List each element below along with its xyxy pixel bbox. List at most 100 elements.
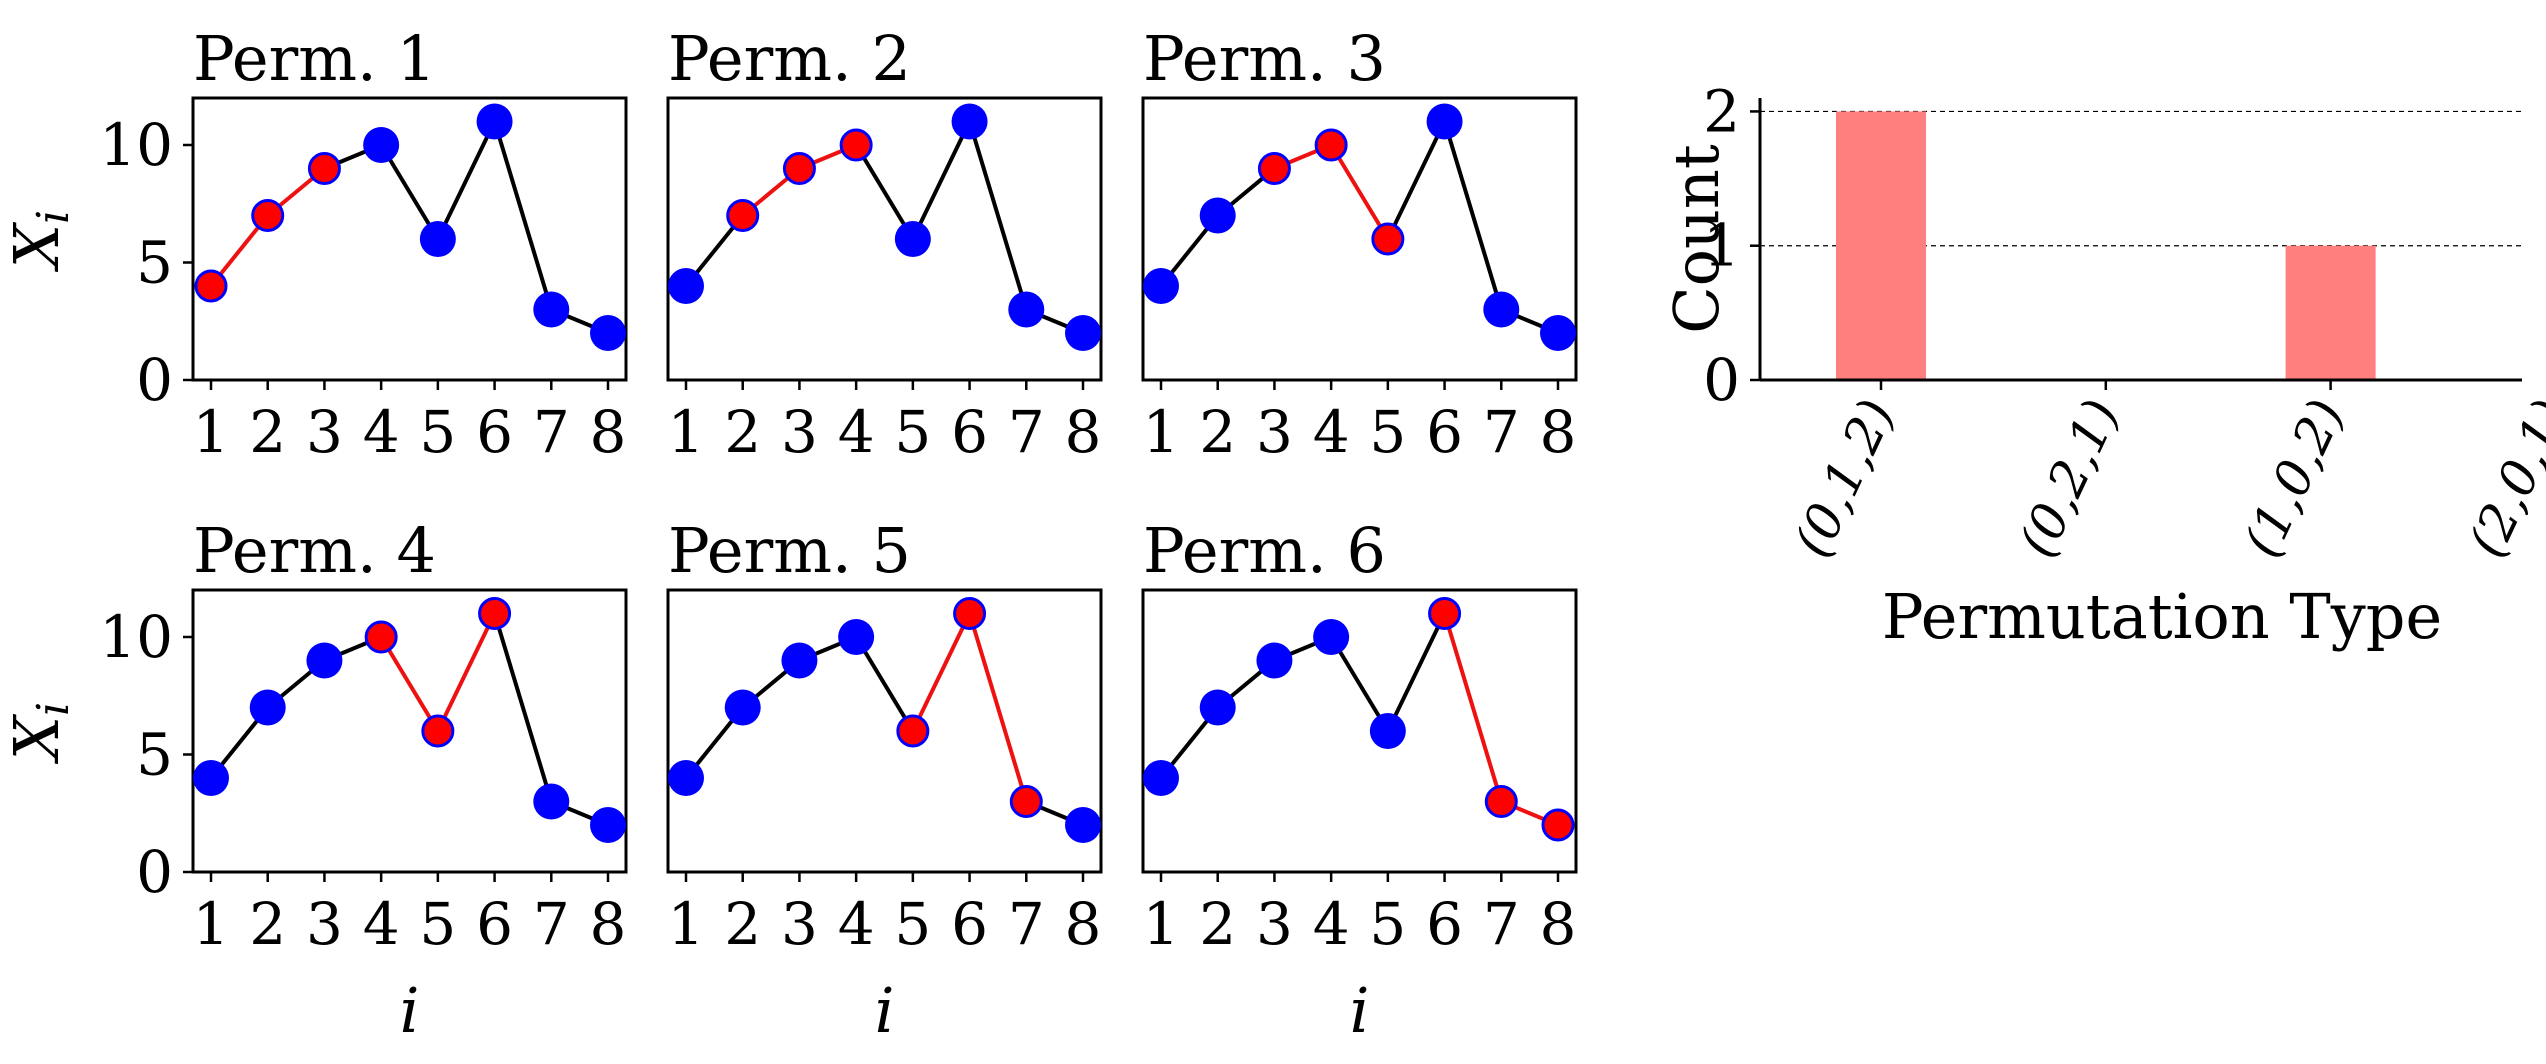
x-tick-label: 5	[1369, 398, 1406, 466]
x-tick-label: 2	[724, 890, 761, 958]
x-tick-label: 2	[249, 398, 286, 466]
data-point	[1426, 103, 1463, 140]
x-tick-label: 4	[838, 890, 875, 958]
x-tick-label: 7	[1008, 890, 1045, 958]
highlight-point	[839, 128, 873, 162]
highlight-point	[251, 199, 285, 232]
x-tick-label: 6	[1426, 890, 1463, 958]
panel-title: Perm. 6	[1143, 514, 1386, 587]
x-tick-label: 6	[951, 398, 988, 466]
x-tick-label: 4	[363, 890, 400, 958]
data-point	[533, 783, 570, 820]
x-tick-label: 1	[668, 398, 705, 466]
x-tick-label: 1	[193, 398, 230, 466]
highlight-point	[478, 597, 512, 630]
y-axis-label: Count	[1660, 144, 1733, 334]
data-point	[306, 642, 343, 679]
category-label: (0,1,2)	[1783, 391, 1906, 566]
x-tick-label: 2	[249, 890, 286, 958]
x-tick-label: 8	[1065, 890, 1102, 958]
x-tick-label: 5	[419, 398, 456, 466]
x-axis-label: i	[400, 974, 420, 1047]
panel-perm-5: Perm. 5 1 2 3 4 5 6 7 8 i	[666, 514, 1103, 1047]
x-tick-label: 4	[363, 398, 400, 466]
y-tick-label: 10	[99, 111, 173, 179]
series-segment	[1329, 635, 1390, 733]
x-tick-label: 1	[668, 890, 705, 958]
x-tick-label: 4	[838, 398, 875, 466]
data-point	[1313, 619, 1350, 655]
data-point	[1008, 291, 1045, 328]
x-tick-label: 8	[590, 398, 627, 466]
x-tick-label: 4	[1313, 398, 1350, 466]
x-tick-label: 2	[1199, 890, 1236, 958]
data-point	[1143, 760, 1179, 796]
data-point	[1540, 315, 1576, 351]
bar	[2285, 245, 2376, 380]
panel-title: Perm. 2	[668, 22, 911, 95]
data-point	[590, 315, 626, 351]
data-point	[1199, 197, 1236, 234]
data-point	[724, 689, 761, 726]
highlight-point	[1314, 128, 1348, 162]
data-point	[1369, 713, 1406, 749]
series-segment	[967, 120, 1029, 311]
bar-chart: 012(0,1,2)(0,2,1)(1,0,2)(2,0,1)(1,2,0)(2…	[1660, 77, 2546, 653]
y-tick-label: 10	[99, 603, 173, 671]
y-axis-label: Xi	[0, 702, 79, 764]
panel-perm-6: Perm. 6 1 2 3 4 5 6 7 8 i	[1141, 514, 1578, 1047]
series-segment	[1386, 612, 1447, 732]
series-segment	[911, 120, 972, 240]
x-tick-label: 1	[1143, 398, 1180, 466]
y-tick-label: 0	[136, 346, 173, 414]
series-segment	[379, 143, 440, 241]
x-tick-label: 4	[1313, 890, 1350, 958]
panel-title: Perm. 4	[193, 514, 436, 587]
plot-frame	[666, 588, 1103, 874]
data-point	[193, 760, 229, 796]
category-label: (2,0,1)	[2457, 391, 2546, 566]
y-tick-label: 0	[136, 838, 173, 906]
highlight-point	[1257, 152, 1291, 185]
x-axis-label: i	[1350, 974, 1370, 1047]
highlight-point	[1428, 597, 1462, 630]
data-point	[668, 760, 704, 796]
data-point	[951, 103, 988, 140]
highlight-point	[726, 199, 760, 232]
data-point	[1143, 268, 1179, 304]
highlight-point	[307, 152, 341, 185]
x-tick-label: 7	[533, 398, 570, 466]
x-tick-label: 1	[193, 890, 230, 958]
data-point	[894, 221, 931, 257]
highlight-point	[1009, 785, 1043, 818]
series-segment	[1442, 120, 1504, 311]
highlight-point	[364, 620, 398, 654]
highlight-segment	[436, 612, 497, 732]
x-tick-label: 6	[951, 890, 988, 958]
x-tick-label: 8	[1540, 890, 1577, 958]
x-tick-label: 3	[306, 890, 343, 958]
highlight-point	[194, 269, 228, 303]
category-label: (0,2,1)	[2008, 391, 2131, 566]
series-segment	[492, 612, 554, 803]
panel-title: Perm. 1	[193, 22, 436, 95]
data-point	[668, 268, 704, 304]
x-tick-label: 8	[590, 890, 627, 958]
highlight-segment	[379, 635, 440, 733]
highlight-segment	[911, 612, 972, 732]
plot-frame	[191, 588, 628, 874]
highlight-point	[953, 597, 987, 630]
data-point	[1256, 642, 1293, 679]
plot-frame	[1141, 96, 1578, 382]
x-tick-label: 3	[1256, 890, 1293, 958]
bar	[1836, 111, 1926, 380]
y-tick-label: 1	[1703, 212, 1740, 280]
y-tick-label: 5	[136, 229, 173, 297]
x-axis-label: i	[875, 974, 895, 1047]
y-tick-label: 5	[136, 721, 173, 789]
y-tick-label: 2	[1703, 77, 1740, 145]
highlight-segment	[1329, 143, 1390, 241]
series-segment	[854, 635, 915, 733]
x-tick-label: 7	[1483, 890, 1520, 958]
